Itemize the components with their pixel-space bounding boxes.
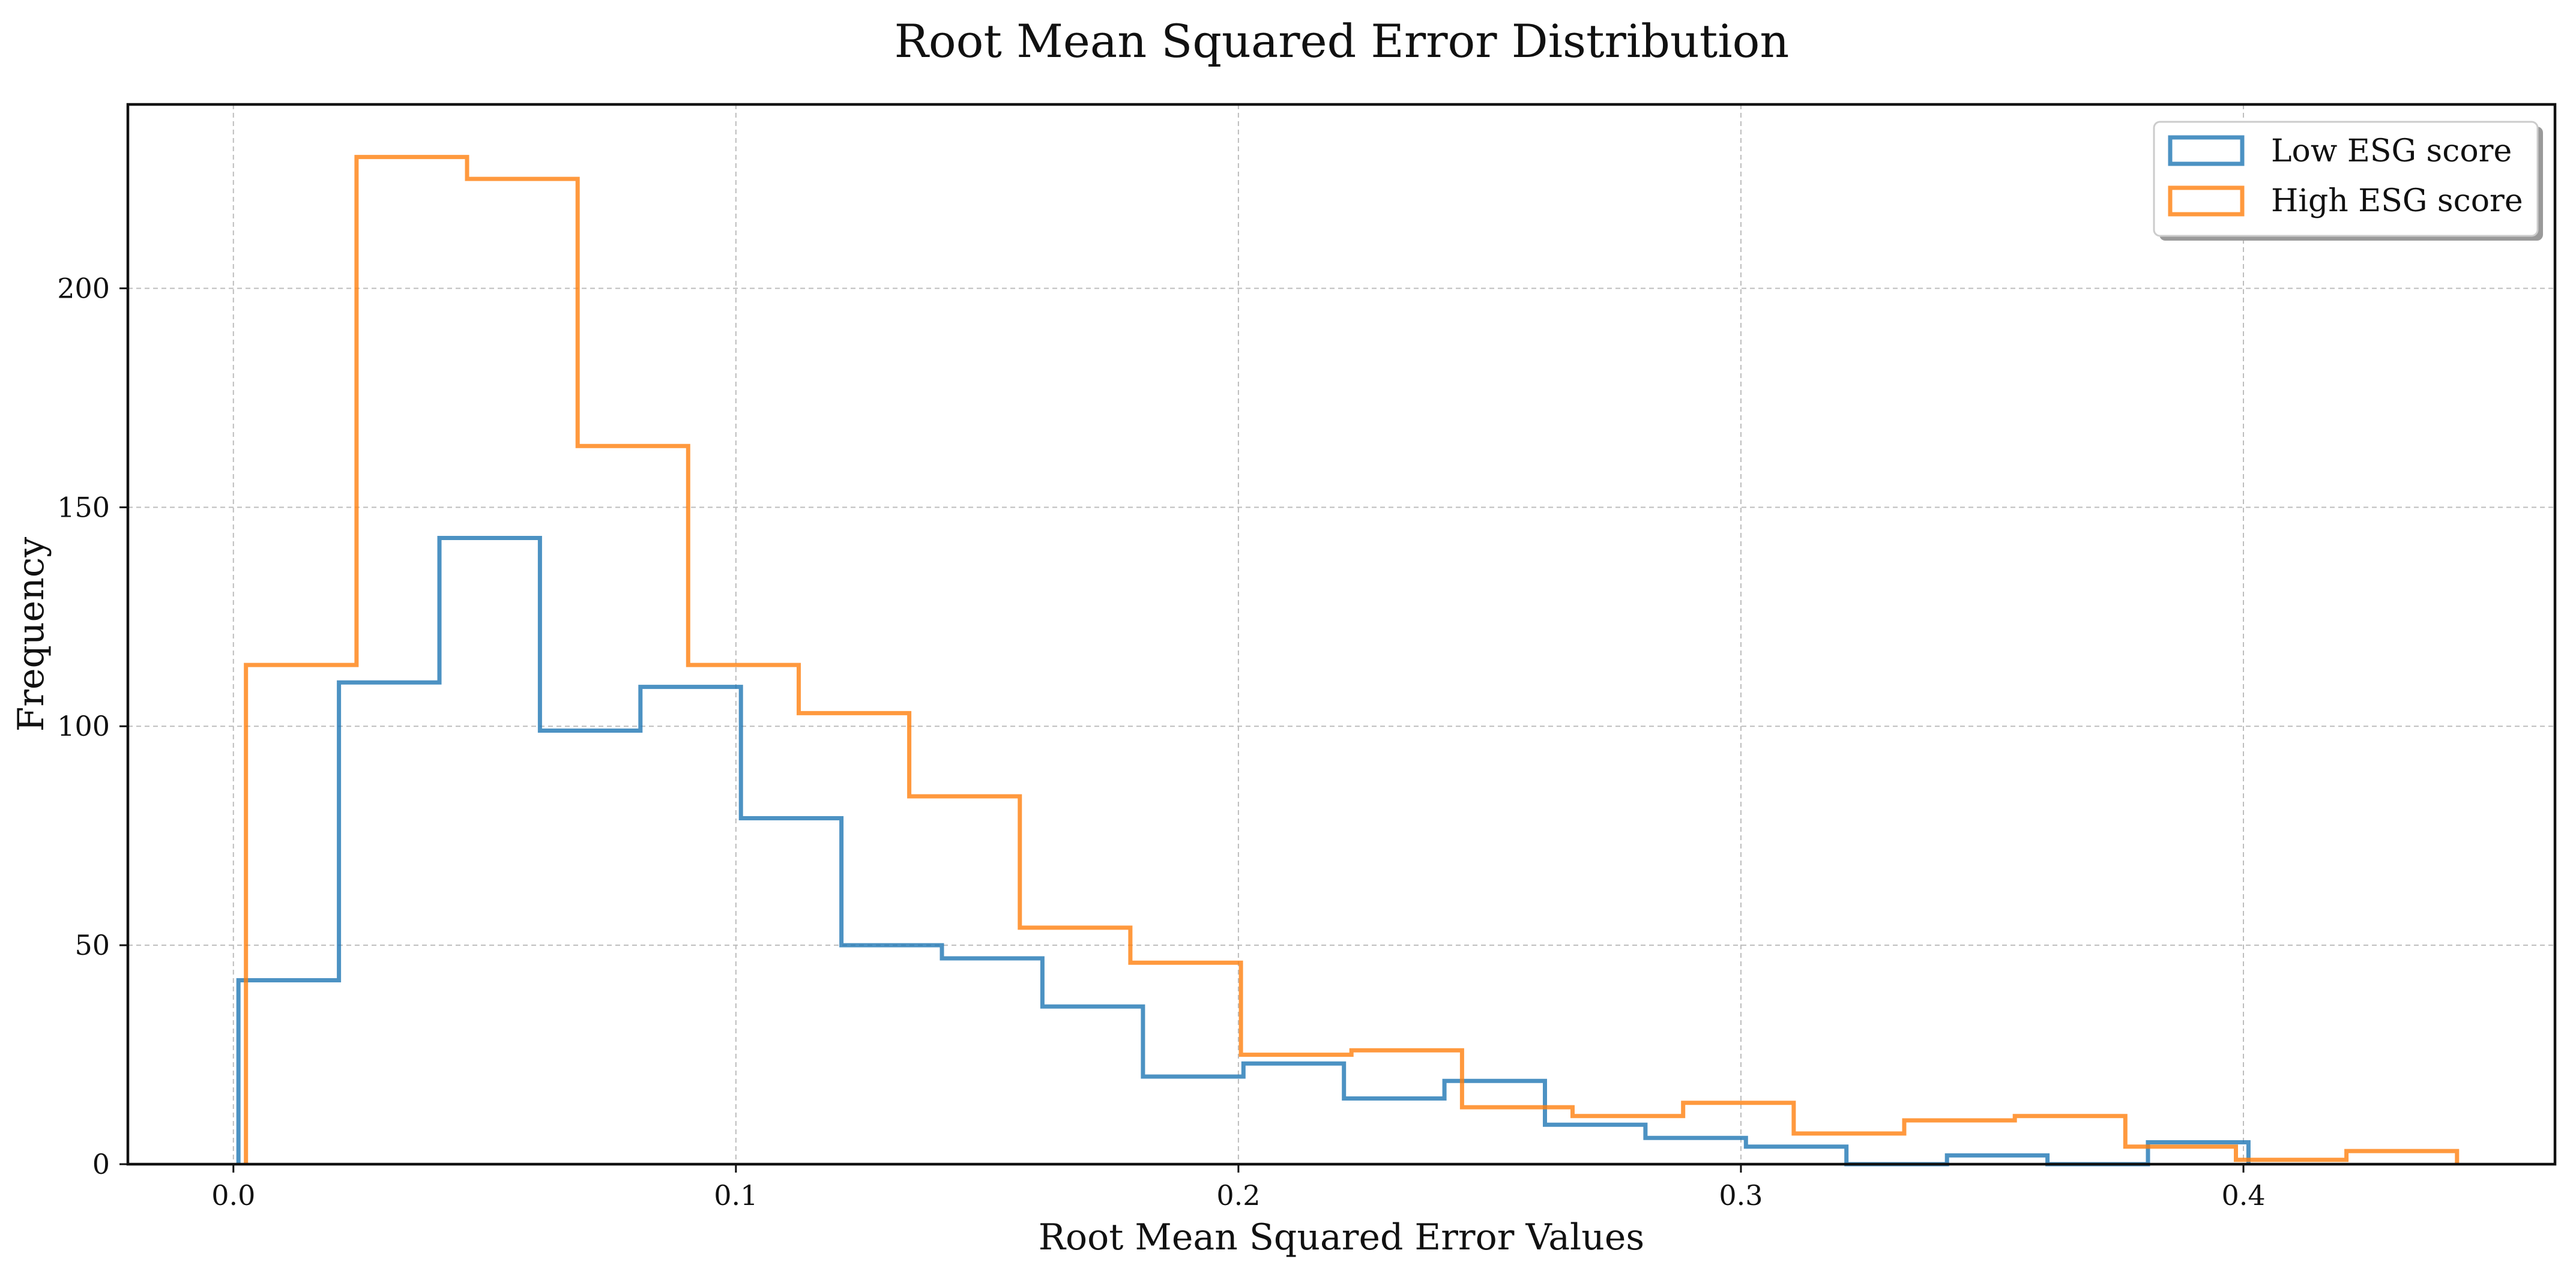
- x-axis-label: Root Mean Squared Error Values: [1039, 1216, 1644, 1258]
- y-tick-label: 50: [74, 929, 110, 961]
- legend-swatch-low-esg: [2168, 135, 2245, 166]
- y-tick-label: 0: [92, 1148, 110, 1180]
- axis-ticks: 0.0 0.1 0.2 0.3 0.4 0 50 100 150 200: [57, 272, 2265, 1212]
- plot-frame: [126, 103, 2557, 1166]
- x-tick-label: 0.1: [714, 1179, 758, 1212]
- x-tick-label: 0.4: [2221, 1179, 2265, 1212]
- x-tick-label: 0.0: [211, 1179, 255, 1212]
- legend-label-low-esg: Low ESG score: [2271, 133, 2512, 169]
- legend-swatch-high-esg: [2168, 185, 2245, 217]
- chart-title: Root Mean Squared Error Distribution: [894, 14, 1790, 68]
- x-tick-label: 0.2: [1216, 1179, 1260, 1212]
- y-tick-label: 100: [57, 710, 110, 742]
- legend-label-high-esg: High ESG score: [2271, 183, 2523, 219]
- y-tick-label: 150: [57, 491, 110, 523]
- legend: Low ESG score High ESG score: [2153, 121, 2543, 241]
- legend-box: [2153, 121, 2539, 237]
- histogram-step-low-esg-score: [236, 536, 2251, 1167]
- x-tick-label: 0.3: [1719, 1179, 1763, 1212]
- y-axis-label: Frequency: [10, 537, 52, 732]
- histogram-step-high-esg-score: [244, 155, 2460, 1164]
- series-layer: [236, 155, 2460, 1167]
- y-tick-label: 200: [57, 272, 110, 304]
